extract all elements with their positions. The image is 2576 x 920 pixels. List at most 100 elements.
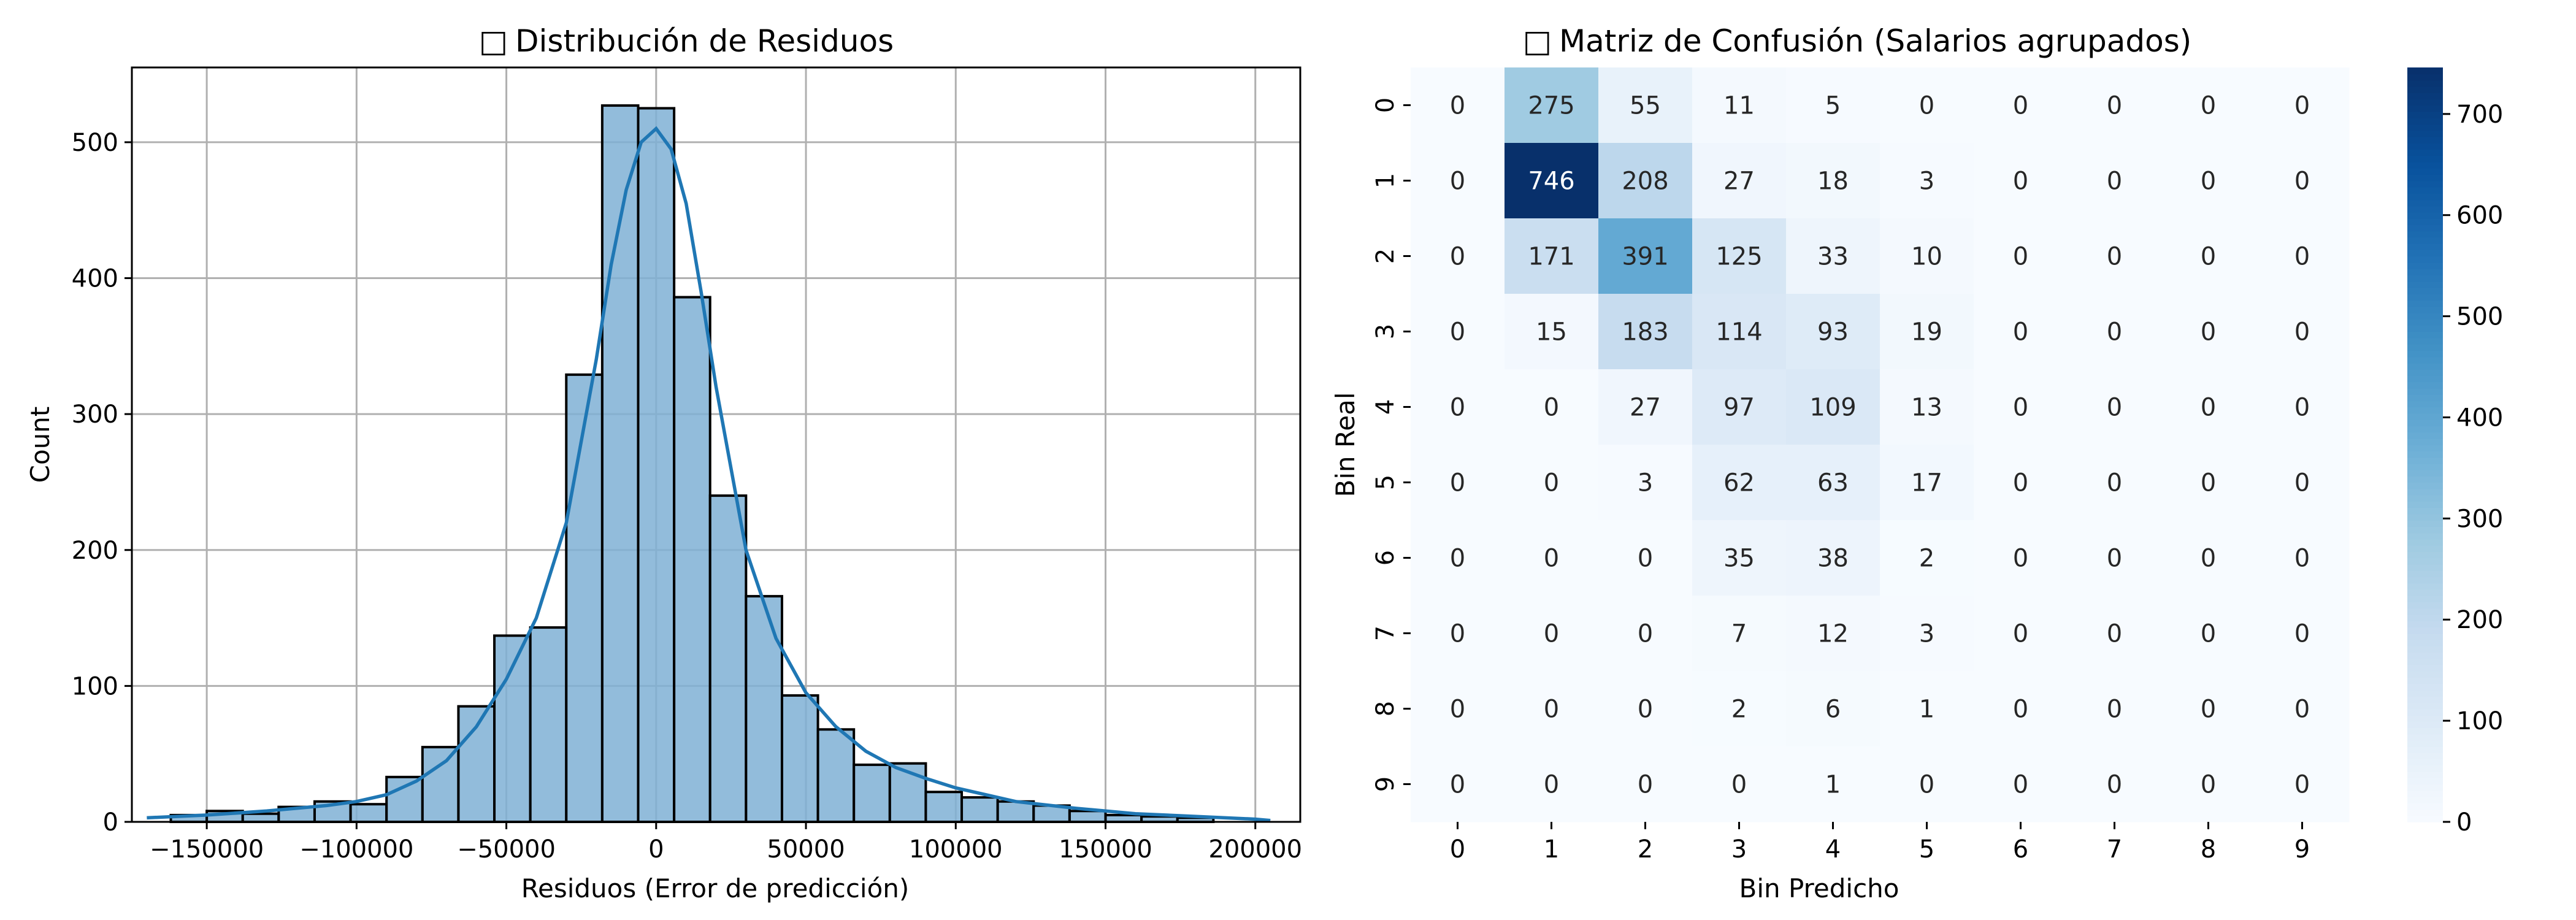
heatmap-cell-value: 0 xyxy=(1544,469,1559,497)
heatmap-cell xyxy=(2068,369,2162,445)
heatmap-cell xyxy=(2255,294,2350,370)
heatmap-cell xyxy=(1786,294,1880,370)
heatmap-cell xyxy=(1692,218,1787,294)
histogram-bar xyxy=(421,746,460,824)
heatmap-cell-value: 27 xyxy=(1630,394,1661,422)
heatmap-cell-labels: 0 275 55 11 5 0 0 0 0 00 746 208 27 18 3 0 0 0 00 171 391 125… xyxy=(1450,92,2310,799)
colorbar-segment xyxy=(2407,608,2443,615)
heatmap-x-ticks: 0 1 2 3 4 5 6 7 8 9 xyxy=(1450,822,2310,864)
heatmap-cell xyxy=(2255,671,2350,747)
heatmap-cell xyxy=(1505,520,1599,596)
histogram-bar xyxy=(708,494,748,823)
y-tick-label: 400 xyxy=(72,265,118,293)
heatmap-cell-value: 0 xyxy=(1544,696,1559,724)
colorbar-segment xyxy=(2407,136,2443,144)
colorbar-segment xyxy=(2407,570,2443,578)
heatmap-cell-value: 62 xyxy=(1723,469,1755,497)
colorbar-segment xyxy=(2407,702,2443,710)
heatmap-cell-value: 0 xyxy=(1544,771,1559,799)
heatmap-cell-value: 0 xyxy=(2107,318,2122,347)
x-tick-label: −150000 xyxy=(150,835,264,864)
heatmap-cell xyxy=(1880,294,1974,370)
colorbar-segment xyxy=(2407,93,2443,100)
heatmap-cell-value: 0 xyxy=(2107,394,2122,422)
heatmap-cell-value: 0 xyxy=(1450,318,1465,347)
heatmap-cell-value: 0 xyxy=(2294,696,2310,724)
heatmap-cell-value: 12 xyxy=(1817,620,1849,648)
heatmap-cell-value: 0 xyxy=(1544,620,1559,648)
heatmap-cell-value: 33 xyxy=(1817,243,1849,271)
heatmap-cell xyxy=(1505,143,1599,219)
colorbar xyxy=(2407,67,2443,822)
colorbar-segment xyxy=(2407,337,2443,345)
histogram-plot-frame xyxy=(131,66,1301,823)
heatmap-y-ticks: 0 1 2 3 4 5 6 7 8 9 xyxy=(1371,98,1411,792)
colorbar-segment xyxy=(2407,143,2443,150)
colorbar-segment xyxy=(2407,67,2443,75)
heatmap-cell-value: 0 xyxy=(2107,771,2122,799)
heatmap-cell-value: 0 xyxy=(2294,620,2310,648)
colorbar-segment xyxy=(2407,432,2443,439)
heatmap-cell-value: 0 xyxy=(2013,92,2028,120)
heatmap-cell-value: 0 xyxy=(2013,318,2028,347)
heatmap-cell xyxy=(1598,369,1693,445)
colorbar-segment xyxy=(2407,526,2443,534)
colorbar-segment xyxy=(2407,545,2443,553)
heatmap-cell-value: 0 xyxy=(2201,394,2216,422)
heatmap-cell-value: 0 xyxy=(1919,771,1934,799)
colorbar-segment xyxy=(2407,558,2443,565)
heatmap-cell-value: 0 xyxy=(1638,545,1653,573)
heatmap-cell-value: 0 xyxy=(1450,243,1465,271)
colorbar-segment xyxy=(2407,124,2443,131)
colorbar-segment xyxy=(2407,778,2443,785)
kde-curve xyxy=(147,126,1271,822)
heatmap-cell xyxy=(2255,218,2350,294)
heatmap-cell-value: 3 xyxy=(1638,469,1653,497)
colorbar-segment xyxy=(2407,627,2443,634)
colorbar-segment xyxy=(2407,413,2443,420)
colorbar-segment xyxy=(2407,281,2443,288)
colorbar-segment xyxy=(2407,224,2443,232)
x-tick-label: 2 xyxy=(1638,835,1653,864)
histogram-y-axis-label: Count xyxy=(25,407,55,483)
heatmap-cell xyxy=(1411,520,1505,596)
heatmap-cell-value: 18 xyxy=(1817,167,1849,196)
heatmap-cell xyxy=(1786,445,1880,521)
heatmap-cell-value: 0 xyxy=(2013,469,2028,497)
colorbar-segment xyxy=(2407,664,2443,672)
colorbar-segment xyxy=(2407,797,2443,804)
colorbar-segment xyxy=(2407,765,2443,772)
missing-glyph-icon: □ xyxy=(479,23,508,59)
heatmap-cell xyxy=(1786,596,1880,672)
colorbar-segment xyxy=(2407,809,2443,816)
colorbar-segment xyxy=(2407,205,2443,213)
y-tick-label: 1 xyxy=(1371,173,1400,188)
heatmap-cell-value: 15 xyxy=(1536,318,1567,347)
x-tick-label: 50000 xyxy=(767,835,845,864)
heatmap-cell-value: 0 xyxy=(2294,243,2310,271)
heatmap-cell xyxy=(1880,218,1974,294)
heatmap-cell-value: 7 xyxy=(1731,620,1747,648)
colorbar-segment xyxy=(2407,218,2443,226)
colorbar-segment xyxy=(2407,577,2443,584)
colorbar-segment xyxy=(2407,451,2443,458)
heatmap-cell xyxy=(1692,746,1787,822)
colorbar-segment xyxy=(2407,193,2443,201)
colorbar-segment xyxy=(2407,746,2443,754)
heatmap-cell xyxy=(1786,218,1880,294)
heatmap-cell xyxy=(1786,143,1880,219)
heatmap-cell xyxy=(1411,218,1505,294)
heatmap-cell xyxy=(1692,596,1787,672)
x-tick-label: 7 xyxy=(2107,835,2122,864)
heatmap-cell xyxy=(1692,143,1787,219)
heatmap-cell xyxy=(1505,218,1599,294)
colorbar-segment xyxy=(2407,118,2443,125)
heatmap-cell-value: 0 xyxy=(1450,92,1465,120)
heatmap-cell xyxy=(2255,445,2350,521)
histogram-x-ticks: −150000 −100000 −50000 0 50000 100000 150000 20… xyxy=(150,822,1302,864)
heatmap-cell-value: 208 xyxy=(1622,167,1668,196)
heatmap-cell xyxy=(1411,143,1505,219)
colorbar-tick-label: 400 xyxy=(2456,404,2503,432)
heatmap-cell xyxy=(1505,671,1599,747)
colorbar-segment xyxy=(2407,589,2443,596)
